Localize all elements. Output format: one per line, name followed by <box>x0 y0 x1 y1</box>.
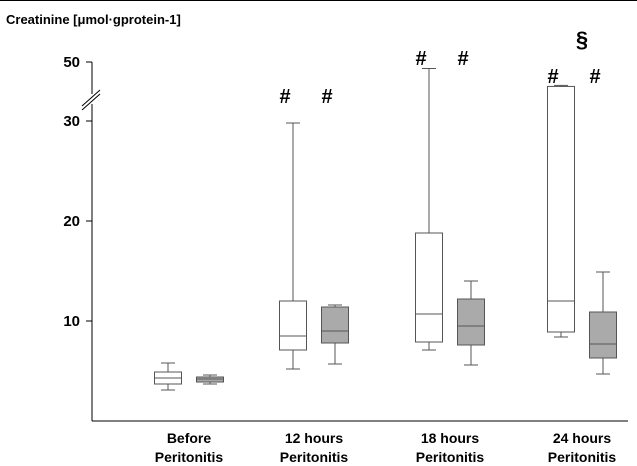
y-tick-label: 50 <box>63 54 80 71</box>
significance-marker: # <box>279 86 290 108</box>
x-tick-label: 18 hours <box>421 430 480 446</box>
box <box>457 298 485 346</box>
axis-break-mark <box>81 93 101 111</box>
x-tick-label: Peritonitis <box>416 449 485 465</box>
significance-marker: § <box>576 27 588 52</box>
y-axis-label: Creatinine [μmol·gprotein-1] <box>6 12 181 27</box>
x-tick-label: Peritonitis <box>548 449 617 465</box>
box <box>321 306 349 344</box>
x-tick-label: Before <box>167 430 212 446</box>
x-tick-label: 12 hours <box>285 430 344 446</box>
significance-marker: # <box>589 66 600 88</box>
x-tick-label: Peritonitis <box>280 449 349 465</box>
significance-marker: # <box>321 86 332 108</box>
box <box>279 300 307 351</box>
axis-break-mark <box>81 89 101 107</box>
significance-marker: # <box>415 48 426 70</box>
box <box>547 85 575 333</box>
x-tick-label: Peritonitis <box>155 449 224 465</box>
box <box>589 311 617 359</box>
y-tick-label: 10 <box>63 313 80 330</box>
significance-marker: # <box>547 66 558 88</box>
x-tick-label: 24 hours <box>553 430 612 446</box>
y-tick-label: 30 <box>63 113 80 130</box>
top-rule <box>0 0 637 1</box>
y-tick-label: 20 <box>63 213 80 230</box>
significance-marker: # <box>457 48 468 70</box>
box <box>415 232 443 343</box>
